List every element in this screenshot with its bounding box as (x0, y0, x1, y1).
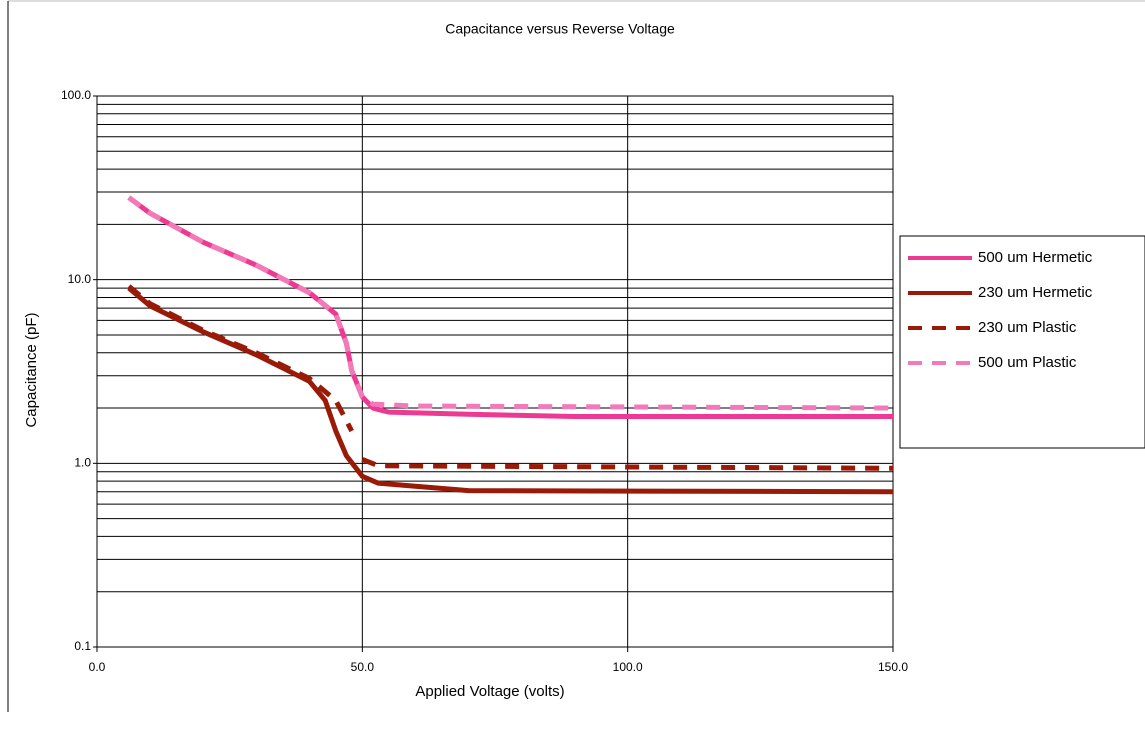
plot-area (96, 95, 894, 648)
y-tick-label: 1.0 (74, 456, 91, 470)
x-tick-label: 50.0 (351, 660, 375, 674)
x-tick-label: 0.0 (89, 660, 106, 674)
legend-label: 500 um Plastic (978, 354, 1077, 371)
series-line (127, 195, 894, 411)
x-tick-label: 100.0 (613, 660, 643, 674)
x-tick-label: 150.0 (878, 660, 908, 674)
legend-label: 230 um Hermetic (978, 284, 1093, 301)
x-axis-title: Applied Voltage (volts) (415, 683, 564, 700)
y-tick-label: 10.0 (68, 272, 92, 286)
legend-box (899, 235, 1145, 449)
series-line (127, 284, 894, 471)
series-line (127, 286, 894, 495)
chart-title: Capacitance versus Reverse Voltage (445, 21, 675, 37)
y-tick-label: 100.0 (61, 88, 91, 102)
legend-label: 230 um Plastic (978, 319, 1077, 336)
y-tick-label: 0.1 (74, 639, 91, 653)
legend-label: 500 um Hermetic (978, 249, 1093, 266)
y-axis-title: Capacitance (pF) (23, 312, 40, 427)
